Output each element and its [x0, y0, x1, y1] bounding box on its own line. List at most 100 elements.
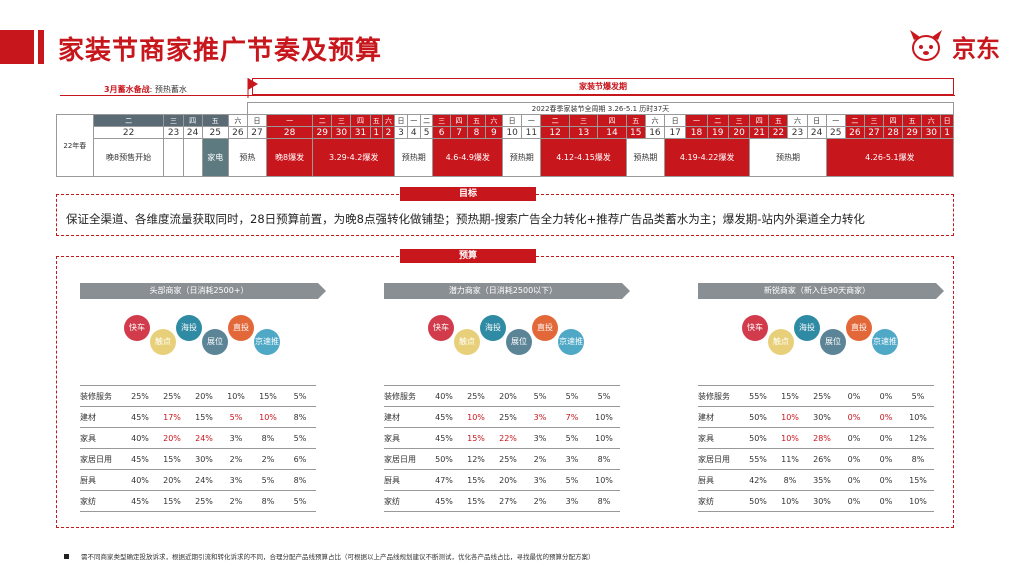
cal-weekday: 日 — [246, 114, 268, 127]
cal-weekday: 二 — [844, 114, 865, 127]
table-row: 建材 50% 10% 30% 0% 0% 10% — [698, 406, 934, 428]
cal-weekday: 三 — [863, 114, 885, 127]
table-cell: 0% — [838, 448, 870, 470]
row-label: 装修服务 — [384, 385, 428, 407]
cal-weekday: 三 — [727, 114, 751, 127]
table-cell: 20% — [492, 469, 524, 491]
cal-weekday: 三 — [163, 114, 184, 127]
table-row: 家具 40% 20% 24% 3% 8% 5% — [80, 427, 316, 449]
table-row: 家居日用 50% 12% 25% 2% 3% 8% — [384, 448, 620, 470]
cal-weekday: 一 — [406, 114, 421, 127]
cal-weekday: 日 — [394, 114, 408, 127]
channel-bubble: 快车 — [742, 315, 768, 341]
goal-label: 目标 — [400, 187, 536, 201]
table-cell: 2% — [524, 448, 556, 470]
table-cell: 27% — [492, 490, 524, 512]
cal-date: 30 — [921, 126, 942, 139]
row-label: 家纺 — [384, 490, 428, 512]
table-cell: 10% — [774, 427, 806, 449]
table-cell: 20% — [492, 385, 524, 407]
table-cell: 10% — [588, 406, 620, 428]
row-label: 家纺 — [698, 490, 742, 512]
table-cell: 10% — [460, 406, 492, 428]
cal-weekday: 一 — [521, 114, 542, 127]
cal-weekday: 三 — [568, 114, 599, 127]
table-cell: 0% — [870, 469, 902, 491]
phase-left-label: 3月蓄水备战 — [104, 85, 150, 94]
table-cell: 55% — [742, 385, 774, 407]
cal-weekday: 五 — [625, 114, 646, 127]
jd-logo: 京东 — [904, 26, 1000, 66]
table-cell: 15% — [902, 469, 934, 491]
table-cell: 28% — [806, 427, 838, 449]
table-cell: 10% — [220, 385, 252, 407]
table-cell: 15% — [188, 406, 220, 428]
table-cell: 10% — [588, 427, 620, 449]
page-title: 家装节商家推广节奏及预算 — [58, 36, 383, 66]
cal-header: 2022春季家装节全周期 3.26-5.1 历时37天 — [246, 102, 955, 115]
row-label: 建材 — [384, 406, 428, 428]
channel-bubbles: 快车 触点 海投 展位 直投 京速推 — [80, 299, 350, 379]
row-label: 厨具 — [80, 469, 124, 491]
table-cell: 10% — [774, 490, 806, 512]
table-cell: 45% — [428, 406, 460, 428]
table-cell: 10% — [774, 406, 806, 428]
budget-table: 装修服务 40% 25% 20% 5% 5% 5% 建材 45% 10% 25% 3% 7% 10% 家具 4… — [384, 385, 620, 512]
cal-weekday: 二 — [706, 114, 729, 127]
table-cell: 45% — [124, 490, 156, 512]
phase-left-desc: 预热蓄水 — [154, 85, 187, 94]
cal-date: 19 — [706, 126, 729, 139]
table-cell: 11% — [774, 448, 806, 470]
cal-date: 24 — [806, 126, 827, 139]
table-row: 家纺 45% 15% 25% 2% 8% 5% — [80, 490, 316, 512]
cal-event: 预热期 — [502, 138, 542, 177]
cal-date: 25 — [201, 126, 229, 139]
row-label: 建材 — [80, 406, 124, 428]
table-cell: 20% — [156, 469, 188, 491]
table-cell: 25% — [188, 490, 220, 512]
title-accent-block — [0, 30, 34, 64]
footnote: 需不同商家类型确定投放诉求，根据近期引流和转化诉求的不同，合理分配产品线预算占比… — [64, 551, 595, 561]
channel-bubbles: 快车 触点 海投 展位 直投 京速推 — [698, 299, 968, 379]
table-cell: 2% — [252, 448, 284, 470]
table-cell: 8% — [252, 490, 284, 512]
row-label: 家居日用 — [698, 448, 742, 470]
cal-date: 22 — [768, 126, 789, 139]
cal-date: 29 — [902, 126, 923, 139]
table-cell: 3% — [556, 448, 588, 470]
row-label: 家居日用 — [80, 448, 124, 470]
table-cell: 5% — [220, 406, 252, 428]
table-cell: 45% — [124, 406, 156, 428]
table-cell: 5% — [556, 469, 588, 491]
table-cell: 0% — [870, 448, 902, 470]
cal-row-label: 22年春 — [56, 114, 94, 177]
cal-date: 10 — [502, 126, 523, 139]
table-cell: 0% — [838, 427, 870, 449]
title-accent-stripe — [38, 30, 44, 64]
cal-date: 18 — [685, 126, 708, 139]
cal-corner — [57, 103, 94, 115]
table-cell: 50% — [742, 427, 774, 449]
table-cell: 50% — [742, 490, 774, 512]
table-cell: 3% — [524, 469, 556, 491]
cal-weekday: 二 — [312, 114, 333, 127]
channel-bubble: 展位 — [506, 329, 532, 355]
cal-spacer — [93, 103, 247, 115]
table-cell: 24% — [188, 427, 220, 449]
cal-date: 8 — [467, 126, 486, 139]
table-cell: 15% — [156, 490, 188, 512]
campaign-calendar: 2022春季家装节全周期 3.26-5.1 历时37天 22年春二三四五六日一二三… — [56, 102, 955, 177]
table-cell: 5% — [588, 385, 620, 407]
table-cell: 0% — [838, 490, 870, 512]
cal-weekday: 四 — [182, 114, 203, 127]
table-cell: 24% — [188, 469, 220, 491]
panel-banner: 潜力商家（日消耗2500以下） — [384, 283, 630, 299]
cal-event: 预热期 — [394, 138, 434, 177]
cal-date: 27 — [863, 126, 885, 139]
row-label: 家具 — [80, 427, 124, 449]
cal-event: 晚8爆发 — [266, 138, 314, 177]
table-cell: 5% — [284, 385, 316, 407]
budget-table: 装修服务 25% 25% 20% 10% 15% 5% 建材 45% 17% 15% 5% 10% 8% 家… — [80, 385, 316, 512]
panel-banner: 新锐商家（新入住90天商家） — [698, 283, 944, 299]
cal-weekday: 五 — [768, 114, 789, 127]
